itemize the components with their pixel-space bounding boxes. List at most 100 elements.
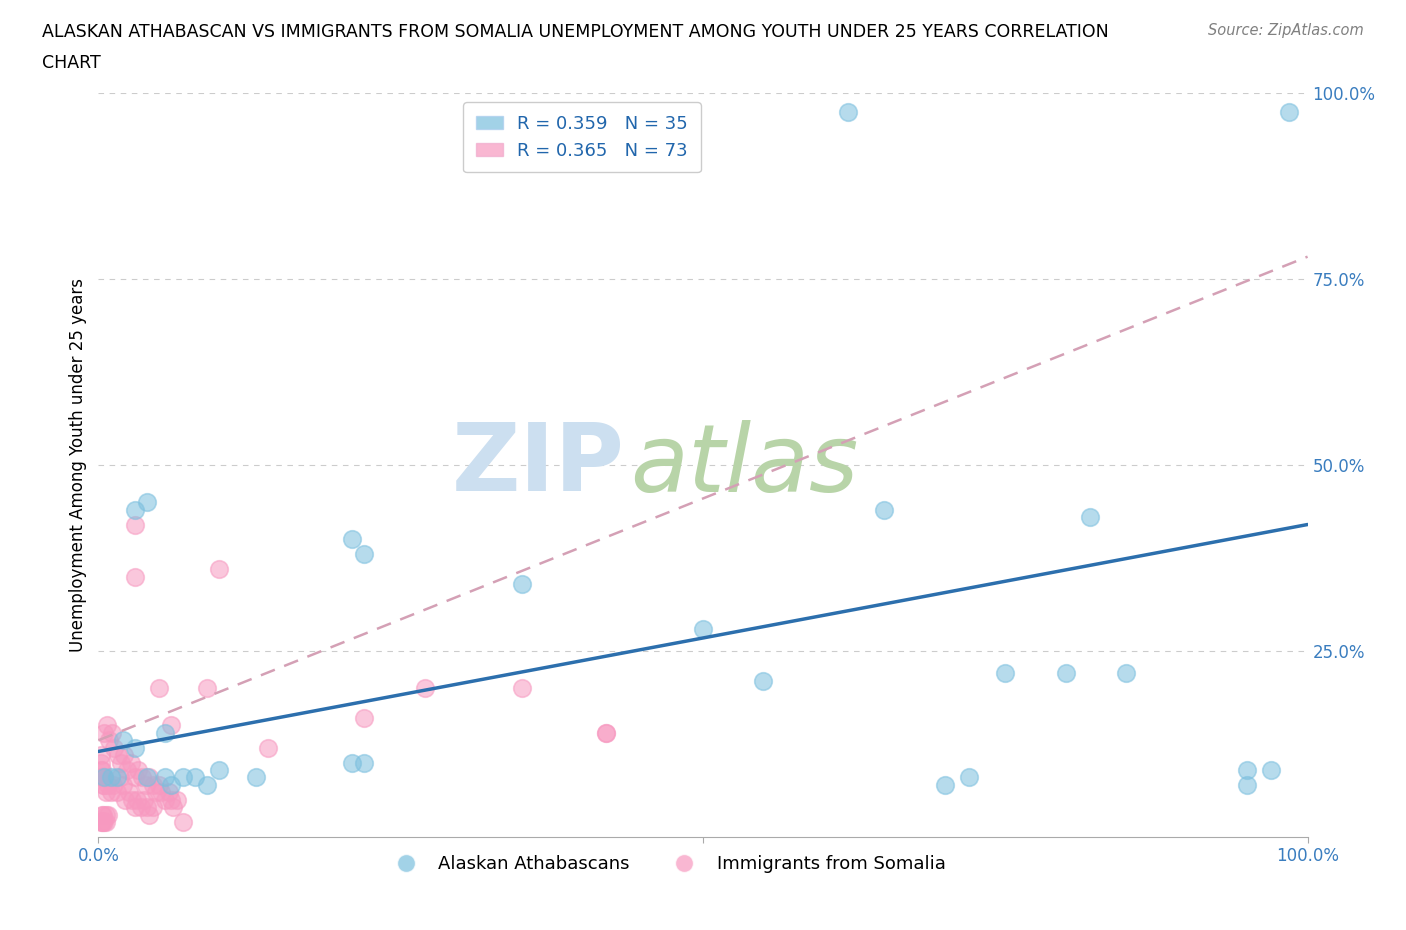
Point <box>103 740 125 755</box>
Point <box>105 770 128 785</box>
Point <box>1278 104 1301 119</box>
Point <box>166 792 188 807</box>
Point <box>108 770 131 785</box>
Point <box>97 777 120 792</box>
Point <box>91 777 114 792</box>
Point <box>90 763 112 777</box>
Point <box>90 755 112 770</box>
Point <box>135 495 157 510</box>
Point <box>1054 666 1077 681</box>
Point <box>93 770 115 785</box>
Point <box>195 777 218 792</box>
Point <box>94 815 117 830</box>
Point <box>145 785 167 800</box>
Point <box>96 718 118 733</box>
Point <box>153 792 176 807</box>
Point <box>100 725 122 740</box>
Point <box>160 718 183 733</box>
Point <box>93 725 115 740</box>
Point <box>100 770 122 785</box>
Point <box>595 725 617 740</box>
Point <box>112 748 135 763</box>
Text: ZIP: ZIP <box>451 419 624 511</box>
Y-axis label: Unemployment Among Youth under 25 years: Unemployment Among Youth under 25 years <box>69 278 87 652</box>
Point <box>90 770 112 785</box>
Point <box>117 763 139 777</box>
Text: ALASKAN ATHABASCAN VS IMMIGRANTS FROM SOMALIA UNEMPLOYMENT AMONG YOUTH UNDER 25 : ALASKAN ATHABASCAN VS IMMIGRANTS FROM SO… <box>42 23 1109 41</box>
Point <box>1260 763 1282 777</box>
Point <box>124 517 146 532</box>
Point <box>121 792 143 807</box>
Point <box>353 755 375 770</box>
Text: atlas: atlas <box>630 419 859 511</box>
Point <box>172 815 194 830</box>
Point <box>1115 666 1137 681</box>
Point <box>90 748 112 763</box>
Point <box>129 800 152 815</box>
Point <box>353 711 375 725</box>
Point <box>142 800 165 815</box>
Point <box>91 770 114 785</box>
Point <box>124 569 146 584</box>
Point <box>160 792 183 807</box>
Point <box>752 673 775 688</box>
Point <box>162 800 184 815</box>
Point <box>873 502 896 517</box>
Point <box>142 777 165 792</box>
Point <box>111 777 134 792</box>
Point <box>153 725 176 740</box>
Point <box>101 777 124 792</box>
Point <box>107 748 129 763</box>
Point <box>157 785 180 800</box>
Point <box>148 681 170 696</box>
Point <box>342 532 364 547</box>
Point <box>91 815 114 830</box>
Point <box>148 777 170 792</box>
Point <box>138 770 160 785</box>
Point <box>94 807 117 822</box>
Point <box>124 800 146 815</box>
Point <box>100 785 122 800</box>
Point <box>93 815 115 830</box>
Point <box>98 733 121 748</box>
Point <box>114 792 136 807</box>
Point <box>127 763 149 777</box>
Point <box>692 621 714 636</box>
Point <box>208 562 231 577</box>
Point <box>150 785 173 800</box>
Point <box>208 763 231 777</box>
Point <box>134 792 156 807</box>
Point <box>934 777 956 792</box>
Point <box>138 807 160 822</box>
Point <box>105 785 128 800</box>
Point <box>195 681 218 696</box>
Point <box>994 666 1017 681</box>
Point <box>1236 763 1258 777</box>
Point <box>510 577 533 591</box>
Point <box>127 792 149 807</box>
Point <box>256 740 278 755</box>
Point <box>93 777 115 792</box>
Point <box>97 807 120 822</box>
Point <box>135 800 157 815</box>
Text: CHART: CHART <box>42 54 101 72</box>
Point <box>184 770 207 785</box>
Text: Source: ZipAtlas.com: Source: ZipAtlas.com <box>1208 23 1364 38</box>
Point <box>172 770 194 785</box>
Point <box>413 681 436 696</box>
Point <box>120 755 142 770</box>
Point <box>153 770 176 785</box>
Point <box>91 807 114 822</box>
Point <box>1236 777 1258 792</box>
Point <box>124 502 146 517</box>
Point <box>135 777 157 792</box>
Point <box>111 733 134 748</box>
Point <box>1078 510 1101 525</box>
Point <box>91 807 114 822</box>
Point <box>837 104 859 119</box>
Point <box>595 725 617 740</box>
Point <box>124 740 146 755</box>
Point <box>510 681 533 696</box>
Point <box>91 763 114 777</box>
Point <box>342 755 364 770</box>
